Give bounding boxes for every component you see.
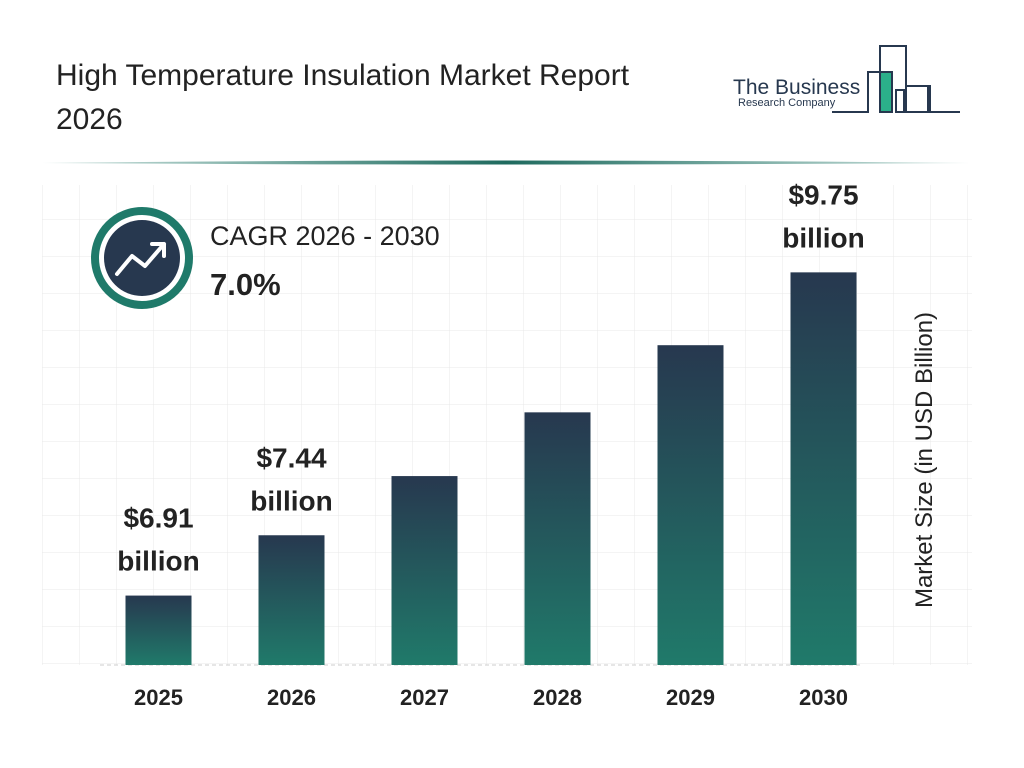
x-tick-label: 2025 bbox=[134, 685, 183, 710]
logo-text: The Business bbox=[733, 76, 860, 99]
cagr-label: CAGR 2026 - 2030 bbox=[210, 221, 440, 251]
bar bbox=[524, 412, 591, 665]
bar bbox=[258, 535, 325, 665]
trend-arrow bbox=[115, 242, 166, 276]
cagr-icon bbox=[104, 220, 180, 296]
value-label: $7.44 billion bbox=[250, 442, 332, 516]
bar bbox=[391, 476, 458, 665]
x-tick-label: 2030 bbox=[799, 685, 848, 710]
x-tick-label: 2028 bbox=[533, 685, 582, 710]
separator bbox=[42, 160, 970, 165]
y-axis-label: Market Size (in USD Billion) bbox=[911, 312, 938, 608]
bar bbox=[125, 595, 192, 665]
logo bbox=[832, 45, 960, 113]
title: High Temperature Insulation Market Repor… bbox=[56, 59, 630, 136]
logo-subtext: Research Company bbox=[738, 97, 836, 109]
value-label: $6.91 billion bbox=[117, 503, 199, 577]
bar bbox=[657, 345, 724, 665]
bar bbox=[790, 272, 857, 665]
x-tick-label: 2026 bbox=[267, 685, 316, 710]
cagr-value: 7.0% bbox=[210, 267, 281, 302]
value-label: $9.75 billion bbox=[782, 179, 864, 253]
x-tick-label: 2029 bbox=[666, 685, 715, 710]
x-tick-label: 2027 bbox=[400, 685, 449, 710]
